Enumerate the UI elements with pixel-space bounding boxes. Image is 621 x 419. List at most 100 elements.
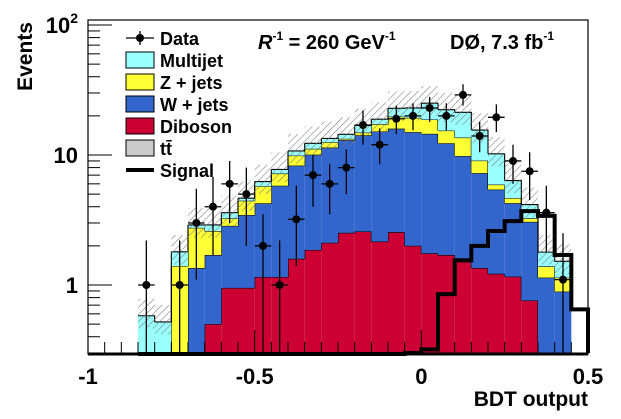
uncertainty-band-bin xyxy=(288,134,305,164)
annotation-experiment: DØ, 7.3 fb-1 xyxy=(450,29,554,54)
y-tick-label: 10 xyxy=(54,143,78,168)
data-point xyxy=(138,240,155,353)
bar-wjets xyxy=(238,215,255,288)
legend-item: Signal xyxy=(126,161,214,181)
legend-item: tt̄ xyxy=(125,139,172,159)
legend-label: tt̄ xyxy=(160,139,172,159)
bar-wjets xyxy=(371,131,388,242)
uncertainty-band-bin xyxy=(371,102,388,132)
data-marker xyxy=(492,113,501,122)
data-marker xyxy=(475,132,484,141)
data-point xyxy=(438,103,455,131)
bar-wjets xyxy=(271,185,288,278)
annotation-radius-sup: -1 xyxy=(272,29,283,43)
bar-diboson xyxy=(238,287,255,354)
y-tick-label-base: 1 xyxy=(66,273,78,298)
bar-zjets xyxy=(421,119,438,134)
data-points-layer xyxy=(138,84,572,353)
uncertainty-band-bin xyxy=(304,126,322,156)
data-point xyxy=(554,233,572,353)
bar-zjets xyxy=(488,184,505,190)
legend-item: Multijet xyxy=(125,51,223,71)
y-tick-label-base: 10 xyxy=(54,143,78,168)
bar-zjets xyxy=(538,266,555,278)
y-tick-label: 1 xyxy=(66,273,78,298)
data-marker xyxy=(142,281,151,289)
legend-swatch xyxy=(125,51,155,69)
bar-zjets xyxy=(504,198,522,204)
bar-diboson xyxy=(338,232,355,353)
data-marker xyxy=(392,114,401,123)
legend-label: Multijet xyxy=(160,51,223,71)
bar-wjets xyxy=(421,133,438,254)
x-tick-label: 0 xyxy=(415,364,427,389)
bar-wjets xyxy=(354,135,372,232)
bar-wjets xyxy=(221,225,238,288)
data-marker xyxy=(559,275,567,284)
bar-wjets xyxy=(454,156,472,262)
bar-diboson xyxy=(404,245,422,353)
data-point xyxy=(204,176,222,256)
data-marker xyxy=(425,103,434,112)
legend-swatch xyxy=(125,95,155,113)
data-point xyxy=(254,214,272,353)
legend-item: Z + jets xyxy=(125,73,223,93)
legend-label: Z + jets xyxy=(160,73,223,93)
data-marker xyxy=(459,90,467,99)
data-point xyxy=(504,144,522,184)
data-marker xyxy=(275,281,284,289)
data-marker xyxy=(192,218,201,227)
uncertainty-band-bin xyxy=(271,152,288,182)
uncertainty-band-bin xyxy=(154,304,172,335)
data-point xyxy=(454,84,472,106)
data-marker xyxy=(325,179,334,188)
bar-wjets xyxy=(438,143,455,256)
data-marker xyxy=(309,171,317,180)
legend-swatch xyxy=(125,73,155,91)
bar-diboson xyxy=(488,273,505,353)
bar-zjets xyxy=(521,218,538,222)
bar-wjets xyxy=(471,173,488,269)
annotation-radius-unit-sup: -1 xyxy=(385,29,396,43)
bar-wjets xyxy=(504,203,522,277)
data-marker xyxy=(442,111,451,120)
data-marker xyxy=(292,215,301,224)
data-point xyxy=(171,240,188,353)
bar-diboson xyxy=(454,261,472,353)
bar-diboson xyxy=(504,276,522,353)
bar-wjets xyxy=(204,255,222,325)
data-marker xyxy=(359,121,367,130)
data-marker xyxy=(259,241,267,250)
uncertainty-band-bin xyxy=(488,136,505,167)
data-point xyxy=(388,105,405,135)
data-point xyxy=(488,104,505,133)
bar-diboson xyxy=(304,249,322,353)
data-point xyxy=(321,164,338,215)
data-point xyxy=(221,160,238,223)
x-axis-label: BDT output xyxy=(474,388,588,411)
data-point xyxy=(188,188,205,280)
x-tick-label: -0.5 xyxy=(236,364,274,389)
data-marker xyxy=(542,208,551,217)
legend-data-marker xyxy=(136,34,144,42)
y-axis-ticks: 1 10 102 xyxy=(46,10,112,354)
uncertainty-band-bin xyxy=(338,117,355,147)
annotation-experiment-sup: -1 xyxy=(543,29,554,43)
x-tick-label: 0.5 xyxy=(573,364,604,389)
data-point xyxy=(354,110,372,145)
legend-item: W + jets xyxy=(125,95,229,115)
legend-item: Diboson xyxy=(125,117,232,137)
legend-item: Data xyxy=(126,29,200,49)
legend-label: W + jets xyxy=(160,95,229,115)
data-point xyxy=(371,128,388,165)
data-marker xyxy=(342,163,351,172)
bar-diboson xyxy=(204,324,222,354)
data-point xyxy=(471,121,488,153)
bar-zjets xyxy=(438,130,455,144)
y-tick-label: 102 xyxy=(46,10,78,38)
legend-label: Data xyxy=(160,29,200,49)
legend-swatch xyxy=(125,139,155,157)
data-point xyxy=(521,152,538,201)
bar-wjets xyxy=(404,132,422,246)
